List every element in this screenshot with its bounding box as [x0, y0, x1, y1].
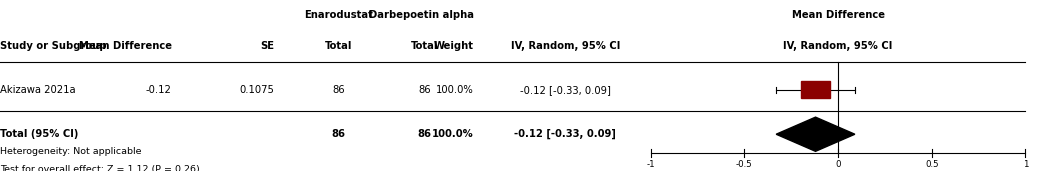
Text: Total: Total: [325, 41, 352, 51]
Text: -0.12: -0.12: [146, 85, 172, 95]
Text: Total (95% CI): Total (95% CI): [0, 129, 78, 139]
Text: 86: 86: [332, 85, 345, 95]
Text: 86: 86: [418, 85, 431, 95]
Text: Enarodustat: Enarodustat: [304, 10, 373, 20]
Text: -0.12 [-0.33, 0.09]: -0.12 [-0.33, 0.09]: [519, 85, 611, 95]
Text: -0.12 [-0.33, 0.09]: -0.12 [-0.33, 0.09]: [514, 129, 616, 139]
Text: Study or Subgroup: Study or Subgroup: [0, 41, 106, 51]
Text: 100.0%: 100.0%: [436, 85, 474, 95]
Text: Mean Difference: Mean Difference: [791, 10, 885, 20]
Text: 1: 1: [1022, 160, 1029, 169]
Text: IV, Random, 95% CI: IV, Random, 95% CI: [783, 41, 893, 51]
Text: Weight: Weight: [434, 41, 474, 51]
Text: 100.0%: 100.0%: [432, 129, 474, 139]
Text: 0.1075: 0.1075: [238, 85, 274, 95]
Text: IV, Random, 95% CI: IV, Random, 95% CI: [510, 41, 620, 51]
Text: Akizawa 2021a: Akizawa 2021a: [0, 85, 76, 95]
Text: Total: Total: [411, 41, 438, 51]
Text: -1: -1: [646, 160, 655, 169]
Text: -0.5: -0.5: [736, 160, 753, 169]
Text: 0.5: 0.5: [924, 160, 939, 169]
Text: Mean Difference: Mean Difference: [79, 41, 172, 51]
Text: 86: 86: [331, 129, 346, 139]
Bar: [801, 81, 830, 98]
Text: Heterogeneity: Not applicable: Heterogeneity: Not applicable: [0, 147, 142, 156]
Text: Darbepoetin alpha: Darbepoetin alpha: [370, 10, 474, 20]
Text: Test for overall effect: Z = 1.12 (P = 0.26): Test for overall effect: Z = 1.12 (P = 0…: [0, 165, 200, 171]
Text: SE: SE: [260, 41, 274, 51]
Text: 0: 0: [835, 160, 841, 169]
Polygon shape: [777, 117, 855, 151]
Text: 86: 86: [417, 129, 432, 139]
